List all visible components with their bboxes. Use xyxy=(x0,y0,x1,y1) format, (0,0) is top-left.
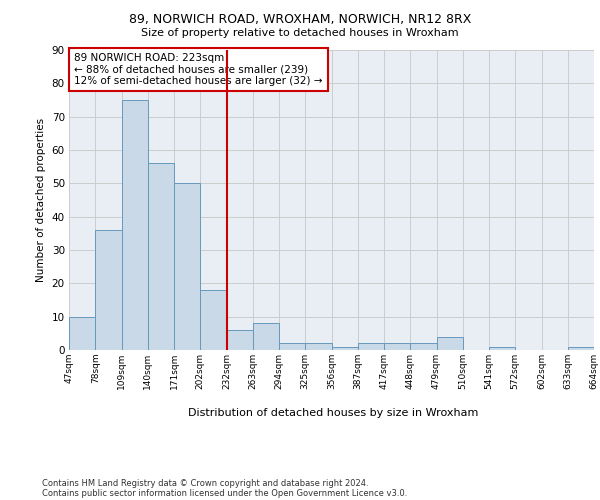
Bar xyxy=(200,290,227,350)
Bar xyxy=(69,316,95,350)
Bar xyxy=(568,346,594,350)
Bar xyxy=(489,346,515,350)
Y-axis label: Number of detached properties: Number of detached properties xyxy=(36,118,46,282)
Text: Contains HM Land Registry data © Crown copyright and database right 2024.: Contains HM Land Registry data © Crown c… xyxy=(42,478,368,488)
Bar xyxy=(410,344,437,350)
Bar xyxy=(305,344,331,350)
Text: Distribution of detached houses by size in Wroxham: Distribution of detached houses by size … xyxy=(188,408,478,418)
Text: Size of property relative to detached houses in Wroxham: Size of property relative to detached ho… xyxy=(141,28,459,38)
Text: Contains public sector information licensed under the Open Government Licence v3: Contains public sector information licen… xyxy=(42,488,407,498)
Bar xyxy=(437,336,463,350)
Bar xyxy=(95,230,121,350)
Bar xyxy=(174,184,200,350)
Bar xyxy=(279,344,305,350)
Text: 89 NORWICH ROAD: 223sqm
← 88% of detached houses are smaller (239)
12% of semi-d: 89 NORWICH ROAD: 223sqm ← 88% of detache… xyxy=(74,53,323,86)
Bar xyxy=(331,346,358,350)
Bar xyxy=(148,164,174,350)
Bar xyxy=(227,330,253,350)
Bar xyxy=(384,344,410,350)
Bar xyxy=(121,100,148,350)
Bar xyxy=(253,324,279,350)
Bar xyxy=(358,344,384,350)
Text: 89, NORWICH ROAD, WROXHAM, NORWICH, NR12 8RX: 89, NORWICH ROAD, WROXHAM, NORWICH, NR12… xyxy=(129,12,471,26)
